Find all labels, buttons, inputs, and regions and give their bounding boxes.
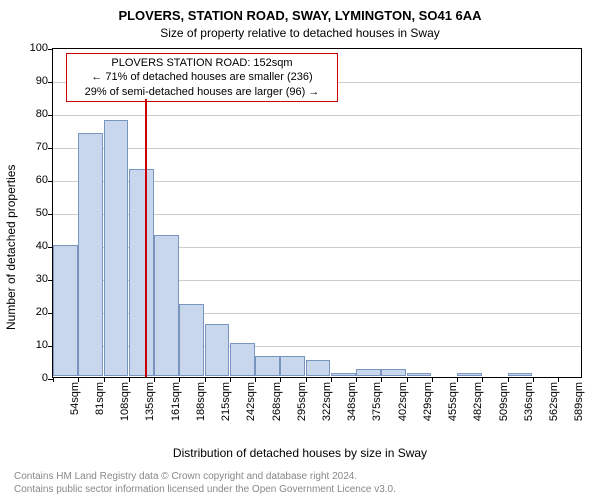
x-axis-label: Distribution of detached houses by size …: [0, 446, 600, 460]
y-tick-mark: [48, 148, 53, 149]
annotation-vline: [145, 99, 147, 377]
histogram-bar: [331, 373, 356, 376]
x-tick-label: 562sqm: [548, 382, 560, 421]
histogram-bar: [179, 304, 204, 376]
x-tick-label: 188sqm: [195, 382, 207, 421]
y-tick-label: 80: [18, 108, 48, 120]
histogram-bar: [280, 356, 305, 376]
chart-container: PLOVERS, STATION ROAD, SWAY, LYMINGTON, …: [0, 0, 600, 500]
x-tick-label: 482sqm: [472, 382, 484, 421]
footer-line-1: Contains HM Land Registry data © Crown c…: [14, 471, 357, 482]
histogram-bar: [255, 356, 280, 376]
footer-attribution: Contains HM Land Registry data © Crown c…: [14, 470, 396, 496]
y-tick-label: 40: [18, 240, 48, 252]
gridline: [53, 148, 581, 149]
x-tick-label: 322sqm: [321, 382, 333, 421]
histogram-bar: [53, 245, 78, 376]
x-tick-label: 242sqm: [245, 382, 257, 421]
y-tick-label: 30: [18, 273, 48, 285]
histogram-bar: [129, 169, 154, 376]
y-axis-label: Number of detached properties: [4, 165, 18, 330]
x-tick-label: 402sqm: [397, 382, 409, 421]
annotation-box: PLOVERS STATION ROAD: 152sqm← 71% of det…: [66, 53, 338, 102]
y-tick-mark: [48, 115, 53, 116]
gridline: [53, 115, 581, 116]
x-tick-label: 161sqm: [170, 382, 182, 421]
y-tick-mark: [48, 214, 53, 215]
x-tick-label: 589sqm: [573, 382, 585, 421]
histogram-bar: [230, 343, 255, 376]
chart-subtitle: Size of property relative to detached ho…: [0, 26, 600, 40]
histogram-bar: [356, 369, 381, 376]
y-tick-label: 20: [18, 306, 48, 318]
histogram-bar: [381, 369, 406, 376]
y-tick-mark: [48, 346, 53, 347]
histogram-bar: [78, 133, 103, 376]
x-tick-label: 268sqm: [271, 382, 283, 421]
x-tick-label: 54sqm: [69, 382, 81, 415]
y-tick-mark: [48, 379, 53, 380]
x-tick-mark: [53, 377, 54, 382]
x-tick-label: 295sqm: [296, 382, 308, 421]
x-tick-label: 375sqm: [371, 382, 383, 421]
x-tick-label: 215sqm: [220, 382, 232, 421]
x-tick-label: 429sqm: [422, 382, 434, 421]
x-tick-label: 509sqm: [498, 382, 510, 421]
y-tick-mark: [48, 181, 53, 182]
x-tick-label: 455sqm: [447, 382, 459, 421]
y-tick-label: 100: [18, 42, 48, 54]
x-tick-label: 348sqm: [346, 382, 358, 421]
x-tick-label: 536sqm: [523, 382, 535, 421]
x-tick-label: 81sqm: [94, 382, 106, 415]
footer-line-2: Contains public sector information licen…: [14, 484, 396, 495]
y-tick-label: 10: [18, 339, 48, 351]
histogram-bar: [508, 373, 533, 376]
y-tick-label: 70: [18, 141, 48, 153]
histogram-bar: [457, 373, 482, 376]
annotation-line-0: PLOVERS STATION ROAD: 152sqm: [73, 56, 331, 70]
y-tick-label: 50: [18, 207, 48, 219]
annotation-line-2: 29% of semi-detached houses are larger (…: [73, 85, 331, 99]
histogram-bar: [407, 373, 432, 376]
annotation-line-1: ← 71% of detached houses are smaller (23…: [73, 70, 331, 84]
y-tick-label: 60: [18, 174, 48, 186]
y-tick-mark: [48, 82, 53, 83]
x-tick-label: 135sqm: [144, 382, 156, 421]
histogram-bar: [306, 360, 331, 376]
y-tick-mark: [48, 247, 53, 248]
histogram-bar: [154, 235, 179, 376]
y-tick-mark: [48, 49, 53, 50]
y-tick-mark: [48, 313, 53, 314]
y-tick-label: 0: [18, 372, 48, 384]
chart-title: PLOVERS, STATION ROAD, SWAY, LYMINGTON, …: [0, 8, 600, 23]
histogram-bar: [104, 120, 129, 376]
x-tick-label: 108sqm: [119, 382, 131, 421]
y-tick-label: 90: [18, 75, 48, 87]
y-tick-mark: [48, 280, 53, 281]
histogram-bar: [205, 324, 230, 376]
